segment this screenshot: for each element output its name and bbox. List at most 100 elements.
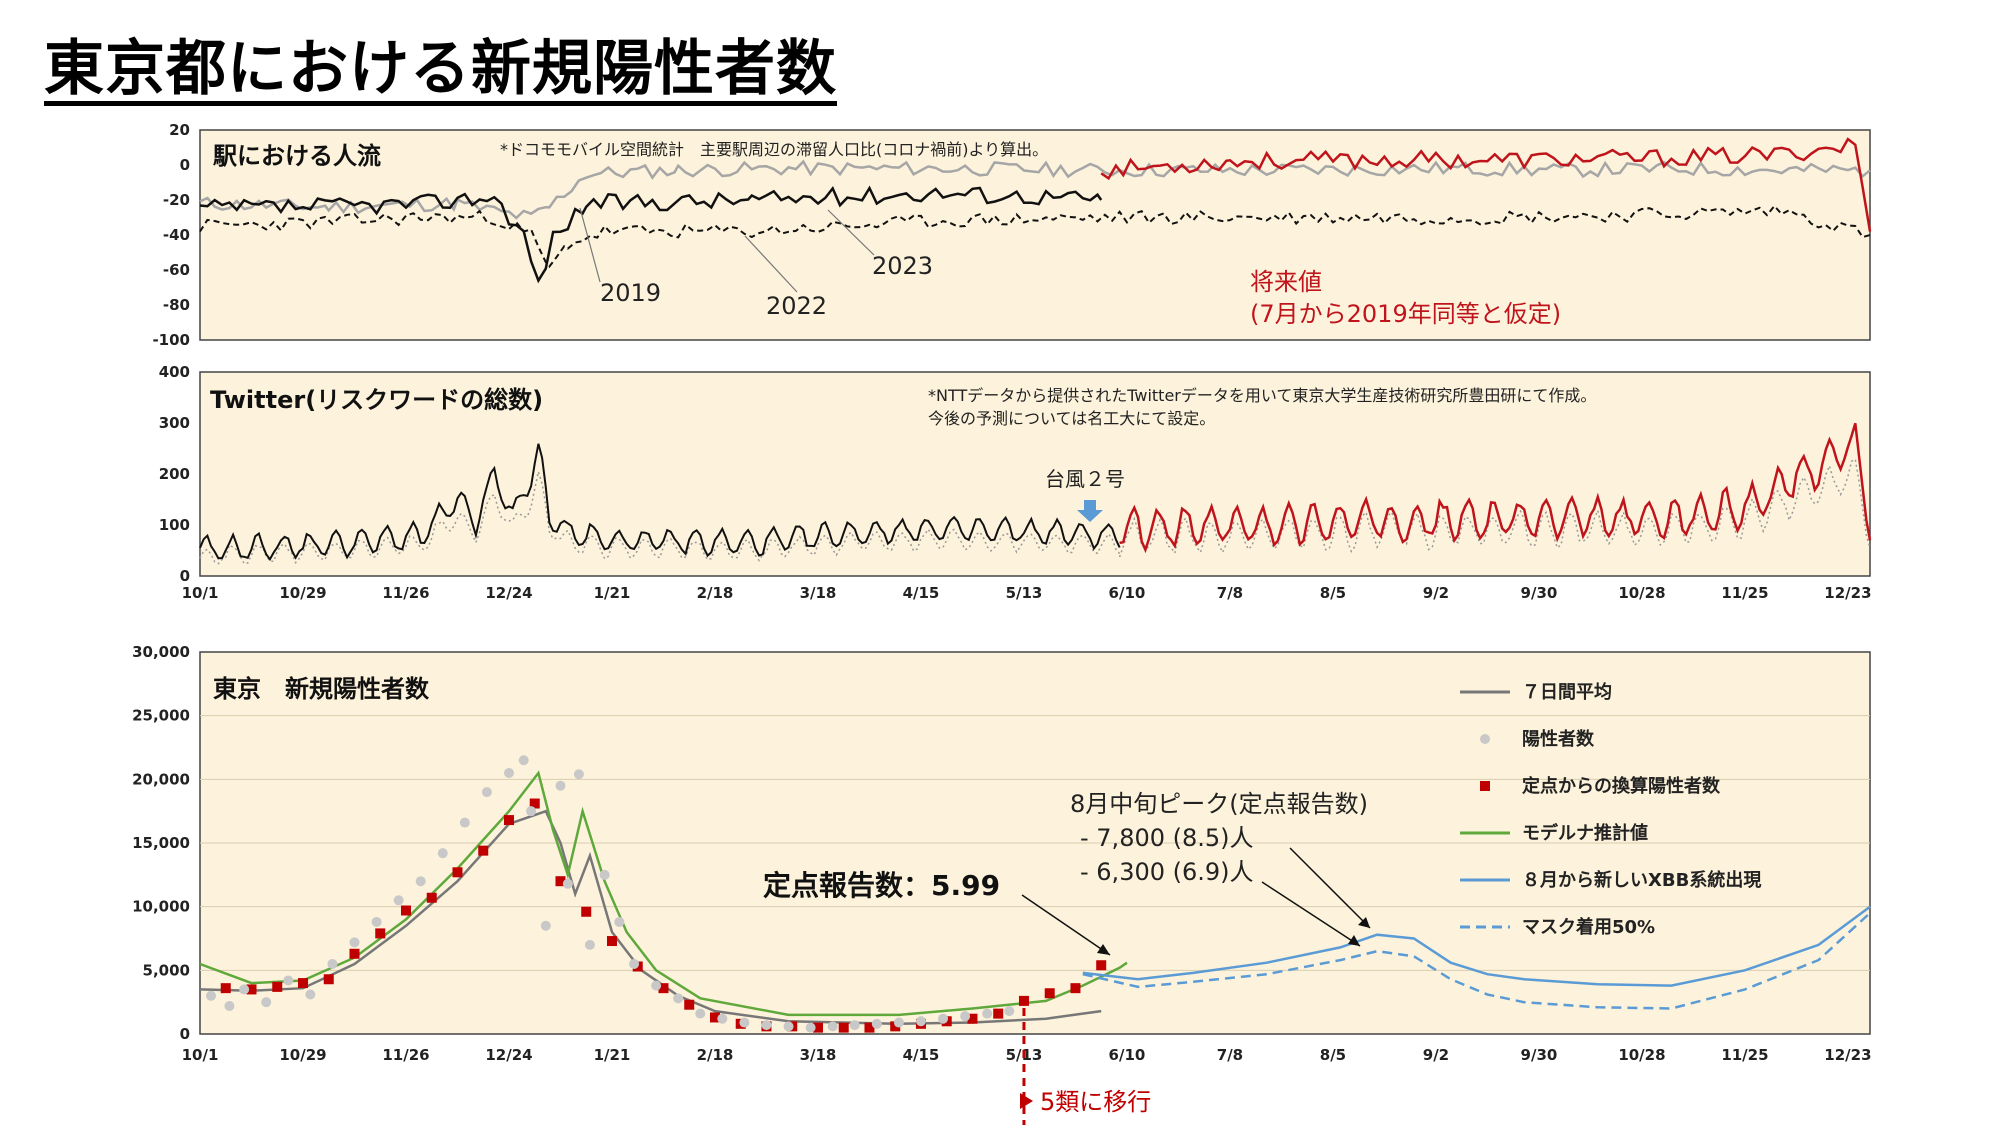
station-flow-panel: 20 0 -20 -40 -60 -80 -100 駅における人流 *ドコモモバイル空間統計… (152, 121, 1872, 349)
series-line-0 (199, 443, 1121, 562)
positive-dot (915, 1016, 926, 1027)
legend-label-sentinel: 定点からの換算陽性者数 (1522, 775, 1721, 797)
sentinel-marker (375, 928, 386, 939)
x-tick-label: 11/26 (382, 584, 429, 602)
twitter-panel: 400 300 200 100 0 Twitter(リスクワードの総数) *NTTデータ… (159, 363, 1872, 602)
sentinel-marker (581, 906, 592, 917)
x-tick-label: 10/29 (279, 1046, 326, 1064)
sentinel-marker (246, 984, 257, 995)
positive-dot (761, 1020, 772, 1031)
label-2022: 2022 (766, 292, 827, 320)
x-tick-label: 6/10 (1109, 584, 1146, 602)
series-line-1 (1119, 422, 1872, 554)
station-flow-plot-area (199, 129, 1871, 341)
x-tick-label: 5/13 (1006, 584, 1043, 602)
x-tick-label: 4/15 (903, 1046, 940, 1064)
page-title: 東京都における新規陽性者数 (44, 34, 837, 104)
label-2023: 2023 (872, 252, 933, 280)
positive-dot (555, 780, 566, 791)
positive-dot (206, 990, 217, 1001)
new-cases-panel: 30,000 25,000 20,000 15,000 10,000 5,000 0 東京 … (132, 643, 1872, 1125)
positive-dot (614, 916, 625, 927)
y-tick-label: -40 (163, 226, 190, 244)
series-line-1 (199, 204, 1871, 269)
legend-swatch-sentinel (1480, 781, 1490, 791)
x-tick-label: 9/2 (1423, 1046, 1449, 1064)
x-tick-label: 1/21 (594, 1046, 631, 1064)
new-cases-gridlines (200, 715, 1870, 971)
y-tick-label: 5,000 (143, 961, 190, 979)
leader-2022 (744, 235, 798, 293)
typhoon-label: 台風２号 (1045, 467, 1125, 491)
positive-dot (960, 1011, 971, 1022)
x-tick-label: 3/18 (800, 1046, 837, 1064)
x-tick-label: 11/26 (382, 1046, 429, 1064)
peak-arrowhead-1-icon (1358, 917, 1370, 928)
peak-arrow-1 (1289, 847, 1371, 929)
x-tick-label: 3/18 (800, 584, 837, 602)
positive-dot (261, 997, 272, 1008)
positive-dot (805, 1022, 816, 1033)
x-tick-label: 12/23 (1824, 1046, 1871, 1064)
sentinel-marker (890, 1021, 901, 1032)
future-assumption-label: (7月から2019年同等と仮定) (1250, 300, 1561, 328)
positive-dot (371, 916, 382, 927)
sentinel-marker (709, 1012, 720, 1023)
positive-dot (893, 1017, 904, 1028)
x-tick-label: 7/8 (1217, 584, 1243, 602)
sentinel-marker (220, 983, 231, 994)
sentinel-marker (272, 981, 283, 992)
series-line-3 (1100, 137, 1872, 232)
x-tick-label: 10/1 (182, 1046, 219, 1064)
sentinel-marker (503, 815, 514, 826)
y-tick-label: 200 (159, 465, 190, 483)
sentinel-marker (1070, 983, 1081, 994)
sentinel-marker (812, 1022, 823, 1033)
positive-dot (503, 767, 514, 778)
sentinel-marker (838, 1022, 849, 1033)
y-tick-label: 10,000 (132, 898, 190, 916)
x-tick-label: 10/1 (182, 584, 219, 602)
positive-dot (540, 920, 551, 931)
future-label: 将来値 (1250, 268, 1322, 296)
sentinel-marker (1096, 960, 1107, 971)
positive-dot (349, 937, 360, 948)
positive-dot (283, 975, 294, 986)
twitter-title: Twitter(リスクワードの総数) (210, 386, 543, 414)
positive-dot (393, 895, 404, 906)
x-tick-label: 7/8 (1217, 1046, 1243, 1064)
series-line-1 (199, 770, 1128, 1017)
leader-2019 (579, 207, 601, 283)
station-flow-title: 駅における人流 (213, 142, 381, 170)
peak-arrow-2 (1261, 881, 1361, 947)
new-cases-y-ticks: 30,000 25,000 20,000 15,000 10,000 5,000 0 (132, 643, 190, 1043)
legend-swatch-positives (1480, 734, 1490, 744)
x-tick-label: 10/28 (1618, 584, 1665, 602)
y-tick-label: -20 (163, 191, 190, 209)
y-tick-label: 15,000 (132, 834, 190, 852)
positive-dot (459, 817, 470, 828)
station-flow-note: *ドコモモバイル空間統計 主要駅周辺の滞留人口比(コロナ禍前)より算出。 (500, 140, 1048, 159)
twitter-series (199, 422, 1872, 565)
sentinel-marker (529, 798, 540, 809)
new-cases-legend: ７日間平均 陽性者数 定点からの換算陽性者数 モデルナ推計値 ８月から新しいXB… (1460, 681, 1761, 938)
x-tick-label: 1/21 (594, 584, 631, 602)
series-shadow-line-0 (199, 468, 1121, 565)
sentinel-marker (684, 999, 695, 1010)
x-tick-label: 9/2 (1423, 584, 1449, 602)
y-tick-label: 30,000 (132, 643, 190, 661)
sentinel-marker (967, 1013, 978, 1024)
leader-2023 (827, 209, 875, 256)
station-flow-series (199, 137, 1872, 284)
y-tick-label: 20,000 (132, 770, 190, 788)
legend-label-positives: 陽性者数 (1522, 728, 1595, 750)
series-line-3 (1082, 912, 1871, 1010)
positive-dot (629, 958, 640, 969)
x-tick-label: 12/24 (485, 584, 532, 602)
positive-dot (239, 984, 250, 995)
positive-dot (599, 869, 610, 880)
sentinel-marker (993, 1008, 1004, 1019)
peak-arrowhead-2-icon (1348, 935, 1360, 946)
sentinel-marker (297, 978, 308, 989)
